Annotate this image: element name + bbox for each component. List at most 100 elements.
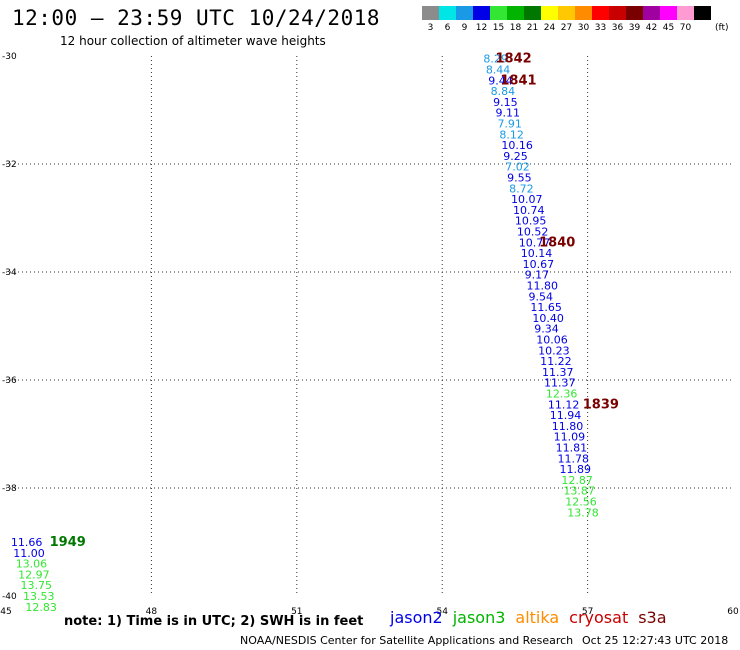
color-scale-swatch: 27 <box>558 6 575 33</box>
wave-height-point: 12.97 <box>18 568 50 581</box>
color-scale-swatch: 9 <box>456 6 473 33</box>
wave-height-point: 12.83 <box>25 601 56 614</box>
pass-time-label: 1839 <box>583 397 619 412</box>
wave-height-point: 8.29 <box>483 53 508 66</box>
legend-item-altika: altika <box>515 608 560 627</box>
wave-height-point: 11.65 <box>530 301 562 314</box>
color-scale-swatch: 45 <box>660 6 677 33</box>
y-tick-label: -38 <box>2 484 17 494</box>
wave-height-point: 11.94 <box>550 409 582 422</box>
wave-height-point: 8.12 <box>499 128 523 141</box>
wave-height-point: 11.37 <box>542 366 574 379</box>
color-scale-label: 15 <box>492 23 505 33</box>
wave-height-point: 11.12 <box>548 398 580 411</box>
legend-item-jason3: jason3 <box>452 608 506 627</box>
color-scale-swatch: 21 <box>524 6 541 33</box>
pass-time-label: 1949 <box>50 535 86 550</box>
wave-height-point: 11.00 <box>13 547 45 560</box>
color-scale-swatch: 6 <box>439 6 456 33</box>
color-scale-label: 21 <box>526 23 539 33</box>
color-scale-unit: (ft) <box>715 23 729 33</box>
x-tick-label: 45 <box>0 607 11 617</box>
wave-height-point: 13.75 <box>21 579 53 592</box>
wave-height-point: 10.06 <box>536 334 568 347</box>
wave-height-point: 9.54 <box>528 290 553 303</box>
wave-height-point: 10.74 <box>513 204 545 217</box>
wave-height-point: 8.72 <box>509 182 533 195</box>
wave-height-point: 11.80 <box>527 280 559 293</box>
wave-height-point: 10.52 <box>517 226 549 239</box>
color-scale-label: 12 <box>475 23 488 33</box>
color-scale-swatch <box>694 6 711 20</box>
wave-height-point: 11.37 <box>544 377 576 390</box>
color-scale-swatch: 30 <box>575 6 592 33</box>
color-scale-label: 3 <box>427 23 434 33</box>
wave-height-point: 13.53 <box>23 590 55 603</box>
wave-height-point: 12.36 <box>546 388 578 401</box>
color-scale-swatch: 3 <box>422 6 439 33</box>
x-tick-label: 57 <box>582 607 593 617</box>
color-scale-swatch: 42 <box>643 6 660 33</box>
wave-height-point: 11.89 <box>559 463 591 476</box>
color-scale-label: 9 <box>461 23 468 33</box>
y-tick-label: -32 <box>2 160 17 170</box>
wave-height-point: 11.80 <box>552 420 584 433</box>
y-tick-label: -34 <box>2 268 17 278</box>
x-tick-label: 51 <box>291 607 302 617</box>
color-scale-swatch: 33 <box>592 6 609 33</box>
pass-time-label: 1841 <box>500 73 536 88</box>
color-scale-label: 24 <box>543 23 556 33</box>
color-scale-label: 36 <box>611 23 624 33</box>
y-tick-label: -40 <box>2 592 17 602</box>
wave-height-point: 8.84 <box>491 85 515 98</box>
wave-height-point: 9.17 <box>525 269 550 282</box>
y-tick-label: -36 <box>2 376 17 386</box>
color-scale-swatch: 18 <box>507 6 524 33</box>
color-scale-swatch: 36 <box>609 6 626 33</box>
legend-item-jason2: jason2 <box>390 608 443 627</box>
wave-height-point: 9.15 <box>493 96 517 109</box>
wave-height-point: 9.34 <box>534 323 559 336</box>
color-scale-label: 33 <box>594 23 607 33</box>
pass-time-label: 1840 <box>539 235 575 250</box>
wave-height-point: 12.87 <box>561 474 593 487</box>
note-text: note: 1) Time is in UTC; 2) SWH is in fe… <box>64 614 364 629</box>
color-scale-swatch: 70 <box>677 6 694 33</box>
wave-height-point: 9.44 <box>488 74 513 87</box>
wave-height-point: 7.91 <box>497 118 522 131</box>
wave-height-point: 13.87 <box>563 485 595 498</box>
color-scale-label: 70 <box>679 23 692 33</box>
wave-height-point: 9.25 <box>503 150 528 163</box>
chart-title: 12:00 – 23:59 UTC 10/24/2018 <box>12 6 381 30</box>
wave-height-point: 7.02 <box>505 161 530 174</box>
wave-height-point: 10.67 <box>523 258 555 271</box>
chart-subtitle: 12 hour collection of altimeter wave hei… <box>60 34 326 48</box>
x-tick-label: 48 <box>146 607 158 617</box>
wave-height-point: 13.78 <box>567 506 599 519</box>
wave-height-point: 10.16 <box>501 139 533 152</box>
legend-item-s3a: s3a <box>638 608 667 627</box>
color-scale-swatch: 24 <box>541 6 558 33</box>
wave-height-point: 8.44 <box>486 64 511 77</box>
wave-height-point: 11.66 <box>11 536 42 549</box>
legend-item-cryosat: cryosat <box>569 608 629 627</box>
footer-credit: NOAA/NESDIS Center for Satellite Applica… <box>240 634 574 647</box>
color-scale-label: 18 <box>509 23 522 33</box>
wave-height-point: 10.77 <box>519 236 551 249</box>
x-tick-label: 60 <box>727 607 739 617</box>
wave-height-point: 10.14 <box>521 247 553 260</box>
wave-height-point: 13.06 <box>16 558 48 571</box>
y-tick-label: -30 <box>2 52 17 62</box>
color-scale: 3 6 9 12 15 18 21 24 27 30 33 36 39 42 45 70 <box>422 6 711 33</box>
color-scale-label: 45 <box>662 23 675 33</box>
color-scale-swatch: 39 <box>626 6 643 33</box>
x-tick-label: 54 <box>436 607 448 617</box>
wave-height-point: 10.40 <box>532 312 564 325</box>
pass-time-label: 1842 <box>496 52 532 67</box>
color-scale-label: 39 <box>628 23 641 33</box>
wave-height-point: 11.81 <box>556 442 588 455</box>
footer-timestamp: Oct 25 12:27:43 UTC 2018 <box>582 634 729 647</box>
color-scale-swatch: 12 <box>473 6 490 33</box>
wave-height-point: 9.55 <box>507 172 532 185</box>
